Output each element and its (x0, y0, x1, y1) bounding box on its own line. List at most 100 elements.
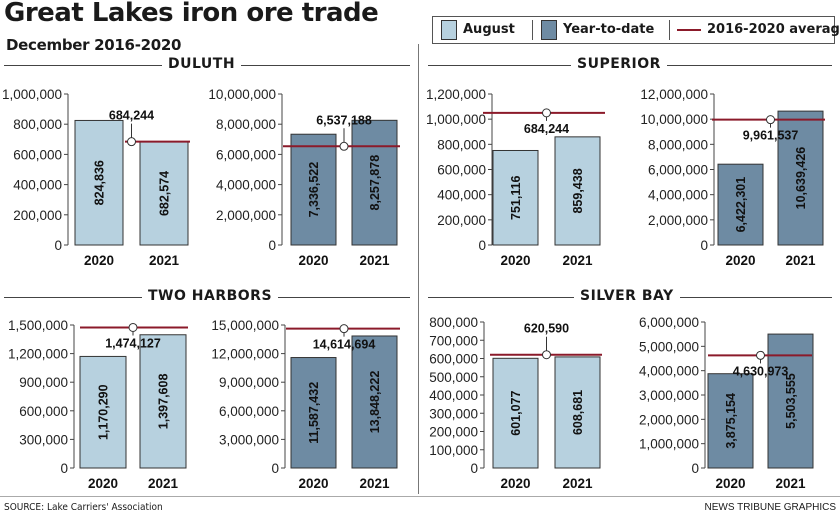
x-tick-label: 2021 (359, 476, 390, 491)
legend: August Year-to-date 2016-2020 average (432, 16, 840, 44)
y-tick-label: 0 (54, 238, 62, 253)
average-label: 9,961,537 (743, 129, 799, 143)
section-title-two-harbors: TWO HARBORS (142, 288, 279, 304)
section-header-superior: SUPERIOR (428, 56, 832, 72)
bar-2020 (290, 357, 337, 469)
average-marker (339, 324, 349, 334)
x-tick-label: 2020 (715, 476, 745, 491)
bar-value-label: 608,681 (571, 390, 585, 435)
bar-2021 (767, 333, 814, 469)
y-tick-label: 0 (700, 238, 708, 253)
y-tick-label: 3,000,000 (639, 388, 699, 403)
bar-value-label: 8,257,878 (368, 155, 382, 211)
y-tick-label: 900,000 (19, 375, 68, 390)
bar-2021 (554, 136, 601, 246)
bar-value-label: 5,503,555 (784, 373, 798, 429)
y-tick-label: 3,000,000 (219, 432, 279, 447)
y-tick-label: 0 (470, 461, 478, 476)
bar-value-label: 682,574 (158, 171, 172, 216)
legend-august-swatch (441, 20, 457, 40)
y-tick-label: 400,000 (13, 178, 62, 193)
bar-value-label: 601,077 (509, 391, 523, 436)
legend-average-line (677, 29, 701, 31)
y-tick-label: 1,000,000 (426, 112, 486, 127)
x-tick-label: 2021 (359, 253, 390, 268)
y-tick-label: 100,000 (429, 443, 478, 458)
bar-2020 (492, 149, 539, 246)
legend-ytd-swatch (541, 20, 557, 40)
y-tick-label: 1,500,000 (8, 318, 68, 333)
section-title-duluth: DULUTH (162, 56, 242, 72)
average-marker (766, 115, 775, 125)
x-tick-label: 2020 (84, 253, 114, 268)
bar-2021 (139, 334, 187, 469)
y-tick-label: 800,000 (429, 315, 478, 330)
x-tick-label: 2021 (775, 476, 806, 491)
x-tick-label: 2020 (88, 476, 118, 491)
average-label: 684,244 (524, 122, 569, 136)
y-tick-label: 1,000,000 (639, 437, 699, 452)
x-tick-label: 2021 (785, 253, 816, 268)
legend-ytd-label: Year-to-date (563, 22, 655, 37)
bar-2021 (351, 119, 398, 246)
bar-value-label: 6,422,301 (734, 177, 748, 233)
y-tick-label: 0 (271, 461, 279, 476)
y-tick-label: 6,000,000 (639, 315, 699, 330)
x-tick-label: 2020 (298, 253, 328, 268)
y-tick-label: 12,000,000 (211, 347, 279, 362)
y-tick-label: 0 (478, 238, 486, 253)
y-tick-label: 400,000 (429, 388, 478, 403)
bar-value-label: 3,875,154 (724, 393, 738, 449)
average-label: 1,474,127 (105, 336, 161, 350)
x-tick-label: 2020 (725, 253, 755, 268)
bar-value-label: 751,116 (509, 175, 523, 220)
x-tick-label: 2020 (500, 476, 530, 491)
y-tick-label: 400,000 (437, 188, 486, 203)
bar-2020 (74, 119, 124, 246)
y-tick-label: 8,000,000 (216, 117, 276, 132)
y-tick-label: 8,000,000 (648, 137, 708, 152)
y-tick-label: 9,000,000 (219, 375, 279, 390)
average-marker (756, 350, 765, 360)
average-marker (542, 108, 551, 118)
average-label: 14,614,694 (313, 338, 376, 352)
legend-separator (532, 20, 533, 40)
y-tick-label: 300,000 (19, 432, 68, 447)
average-label: 4,630,973 (733, 364, 789, 378)
bar-value-label: 10,639,426 (794, 147, 808, 210)
y-tick-label: 2,000,000 (639, 412, 699, 427)
column-divider (418, 44, 419, 494)
average-marker (128, 322, 138, 332)
y-tick-label: 5,000,000 (639, 339, 699, 354)
average-marker (339, 141, 349, 151)
bar-value-label: 824,836 (93, 160, 107, 205)
y-tick-label: 600,000 (13, 147, 62, 162)
x-tick-label: 2021 (148, 476, 179, 491)
page-subtitle: December 2016-2020 (6, 36, 182, 54)
legend-separator (669, 20, 670, 40)
y-tick-label: 0 (60, 461, 68, 476)
y-tick-label: 200,000 (429, 425, 478, 440)
y-tick-label: 1,200,000 (8, 347, 68, 362)
bar-value-label: 859,438 (571, 168, 585, 213)
bar-2020 (707, 373, 754, 469)
y-tick-label: 300,000 (429, 406, 478, 421)
y-tick-label: 700,000 (429, 333, 478, 348)
page-title: Great Lakes iron ore trade (4, 0, 379, 28)
legend-average-label: 2016-2020 average (707, 22, 840, 37)
y-tick-label: 500,000 (429, 370, 478, 385)
section-title-silver-bay: SILVER BAY (574, 288, 680, 304)
y-tick-label: 0 (268, 238, 276, 253)
x-tick-label: 2021 (562, 476, 593, 491)
bar-value-label: 1,170,290 (97, 384, 111, 440)
bar-2021 (351, 335, 398, 469)
y-tick-label: 6,000,000 (648, 163, 708, 178)
y-tick-label: 800,000 (437, 137, 486, 152)
y-tick-label: 600,000 (437, 163, 486, 178)
average-marker (542, 350, 551, 360)
